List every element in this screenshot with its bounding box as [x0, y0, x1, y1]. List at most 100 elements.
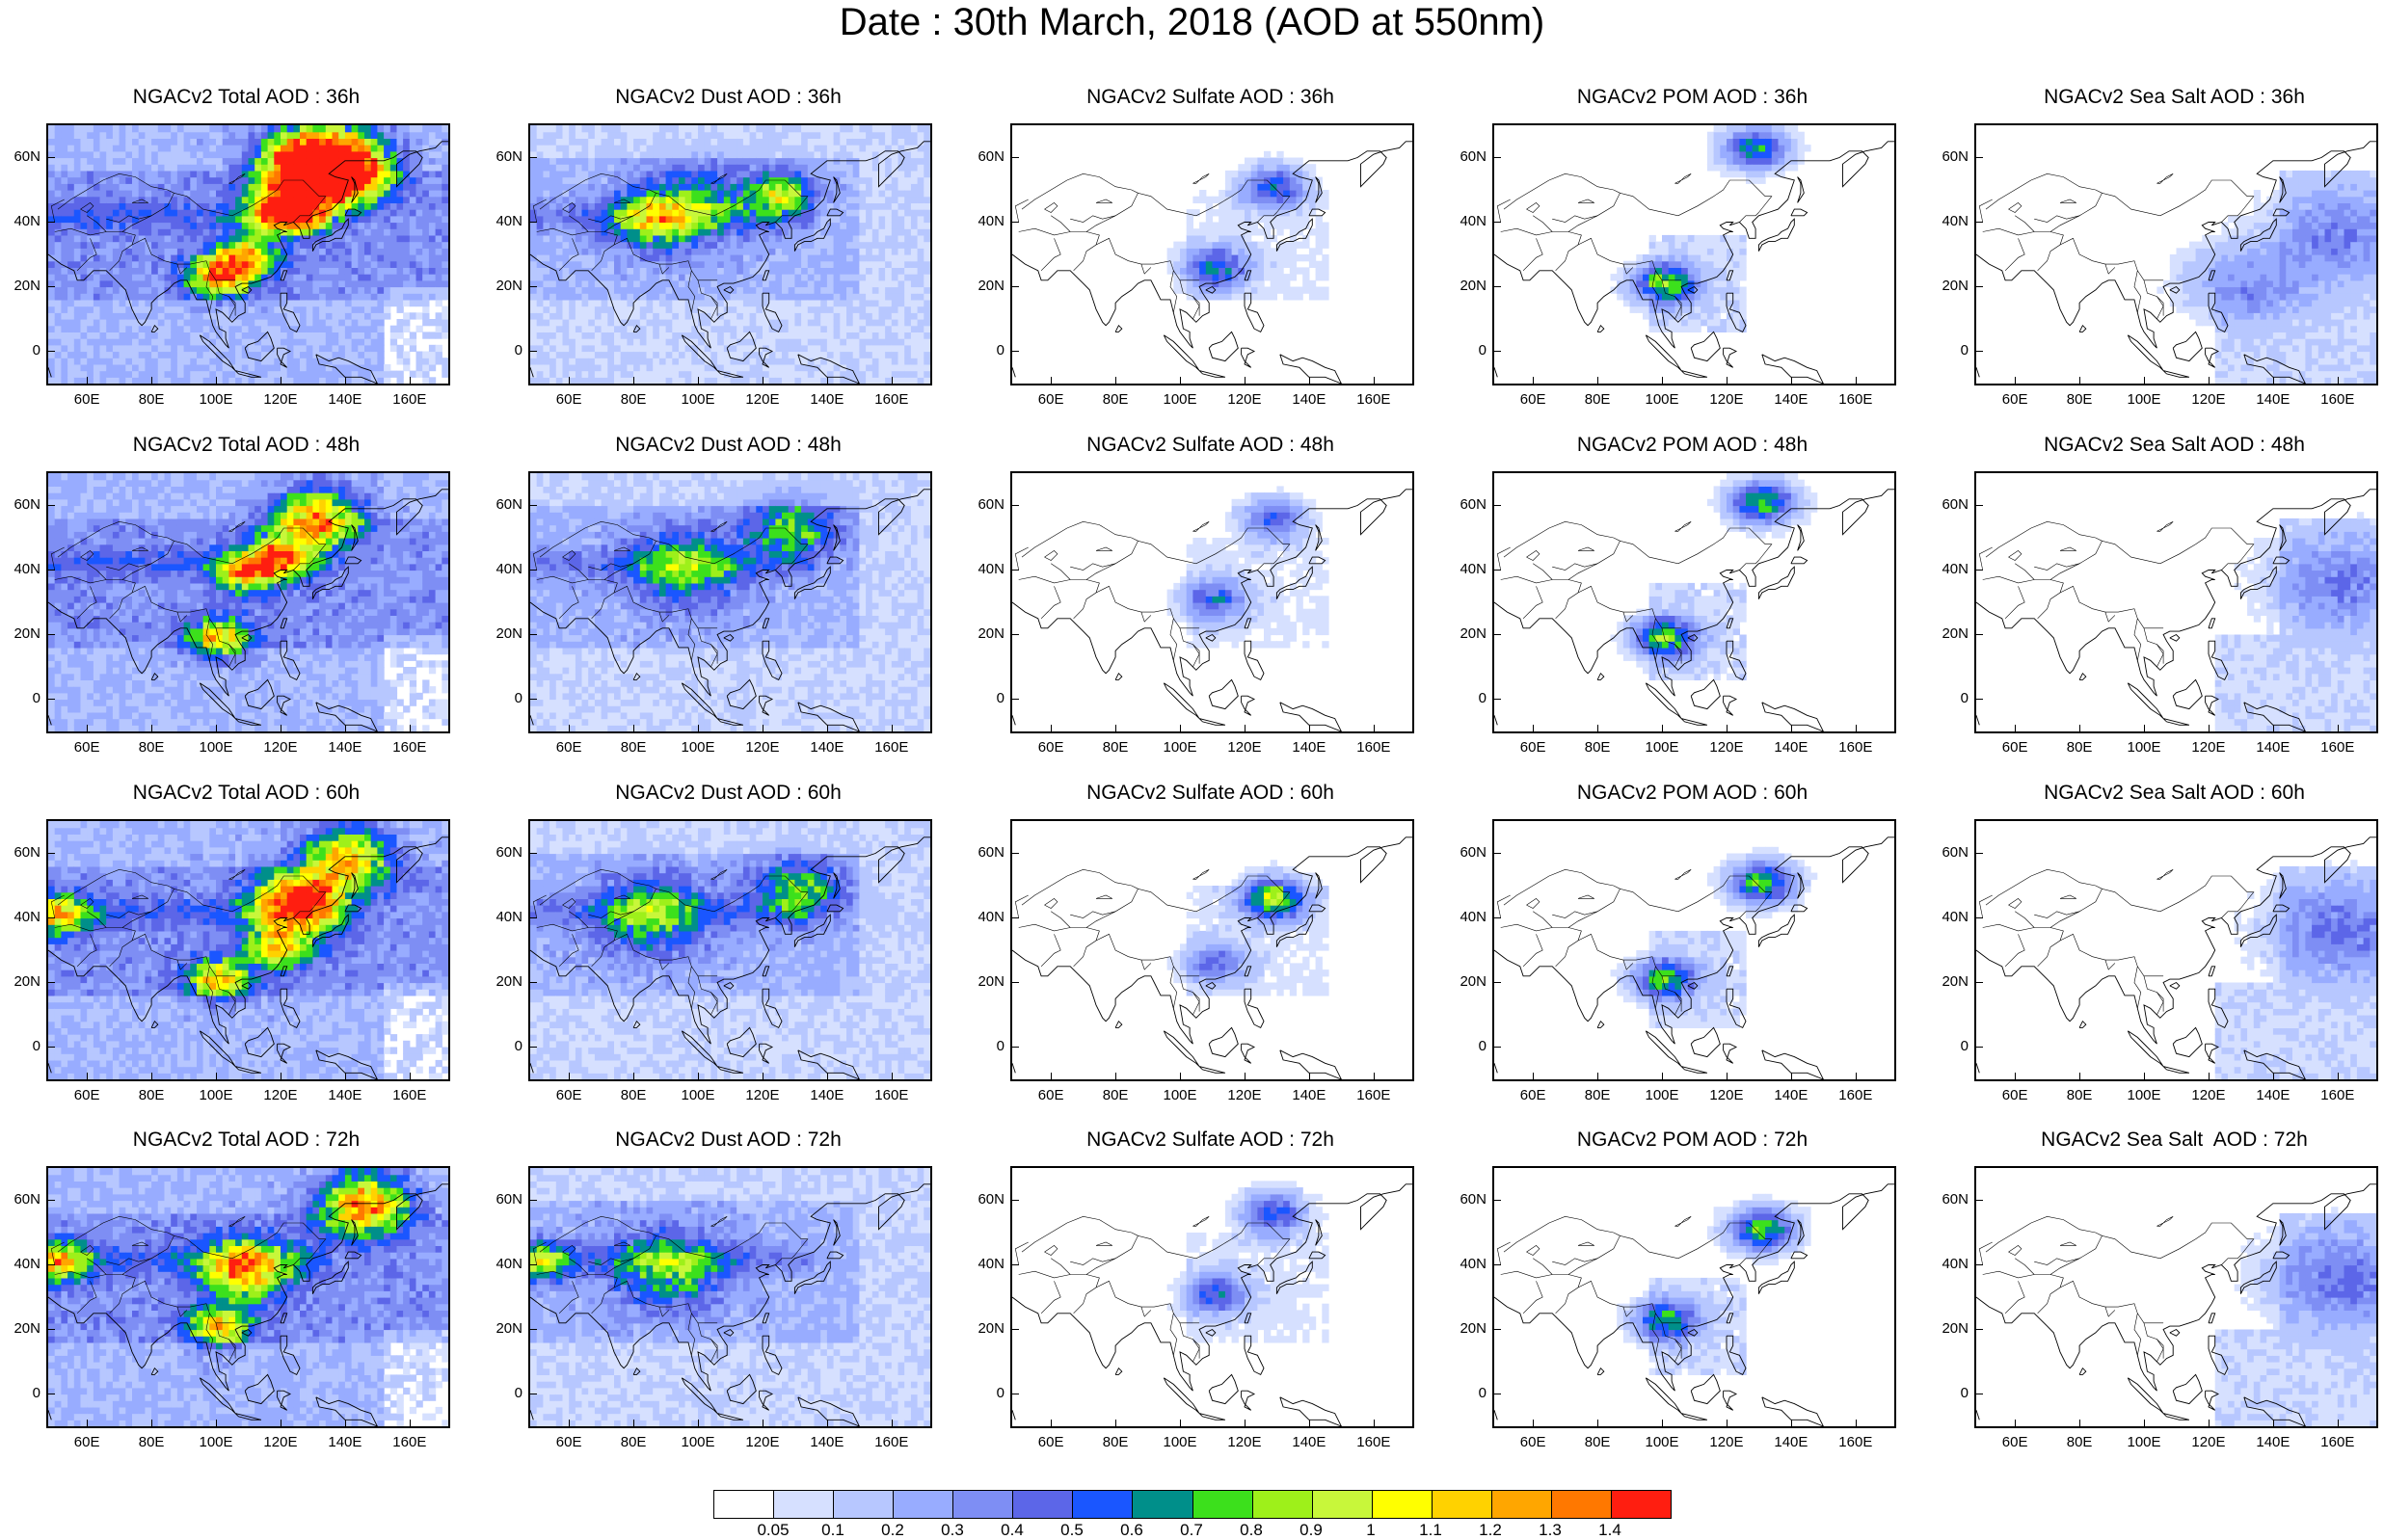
coastline	[1976, 715, 1979, 725]
lake-outline	[2009, 1245, 2022, 1255]
lat-tick-mark	[48, 1047, 55, 1048]
lon-tick-label: 80E	[1573, 739, 1621, 756]
lon-tick-mark	[1309, 1073, 1310, 1079]
panel-title: NGACv2 Sulfate AOD : 48h	[964, 433, 1457, 458]
country-border	[2005, 238, 2024, 270]
lat-tick-mark	[530, 286, 537, 287]
country-border	[1015, 1242, 1028, 1265]
country-border	[1497, 199, 1510, 223]
lat-tick-label: 20N	[1444, 1320, 1487, 1337]
country-border	[1497, 1242, 1510, 1265]
lake-outline	[2009, 898, 2022, 908]
lon-tick-mark	[2079, 1420, 2080, 1426]
lat-tick-mark	[530, 1200, 537, 1201]
lat-tick-label: 60N	[480, 844, 522, 861]
country-border	[2005, 1281, 2024, 1314]
lat-tick-label: 40N	[1926, 1256, 1969, 1272]
lat-tick-mark	[48, 982, 55, 983]
lat-tick-label: 60N	[962, 844, 1004, 861]
coastline	[1115, 674, 1122, 680]
lon-tick-label: 160E	[2314, 1087, 2362, 1103]
lat-tick-label: 60N	[962, 1191, 1004, 1208]
lat-tick-label: 40N	[1444, 909, 1487, 925]
lon-tick-mark	[1245, 725, 1246, 731]
lon-tick-mark	[892, 1420, 893, 1426]
lon-tick-label: 120E	[738, 391, 787, 408]
lat-tick-label: 40N	[0, 561, 40, 577]
lat-tick-label: 20N	[962, 278, 1004, 294]
lat-tick-label: 0	[480, 1385, 522, 1401]
lat-tick-mark	[48, 1200, 55, 1201]
country-border	[1979, 547, 1992, 571]
country-border	[2015, 216, 2034, 232]
lon-tick-mark	[1245, 377, 1246, 384]
lon-tick-label: 120E	[256, 1087, 305, 1103]
lon-tick-label: 140E	[2249, 1434, 2297, 1450]
lon-tick-label: 100E	[674, 739, 722, 756]
lat-tick-label: 60N	[0, 844, 40, 861]
lon-tick-mark	[1791, 1073, 1792, 1079]
colorbar-level-label: 0.05	[749, 1521, 797, 1540]
lon-tick-label: 160E	[386, 391, 434, 408]
coastline	[1976, 367, 1979, 377]
map-frame	[1974, 819, 2378, 1081]
lon-tick-label: 80E	[127, 391, 175, 408]
country-border	[1523, 1281, 1542, 1314]
colorbar	[713, 1490, 1672, 1519]
country-border	[1983, 576, 2064, 619]
lon-tick-mark	[827, 1420, 828, 1426]
country-border	[2221, 1256, 2240, 1265]
lat-tick-mark	[1976, 157, 1983, 158]
coastline	[2079, 326, 2086, 332]
lat-tick-label: 60N	[1444, 844, 1487, 861]
lon-tick-mark	[633, 725, 634, 731]
lon-tick-mark	[2144, 725, 2145, 731]
lon-tick-mark	[87, 1420, 88, 1426]
country-border	[1041, 586, 1060, 619]
lon-tick-mark	[827, 377, 828, 384]
aod-field	[1976, 1168, 2376, 1426]
lon-tick-label: 160E	[1350, 391, 1398, 408]
map-frame	[1974, 471, 2378, 733]
country-border	[1022, 1216, 1138, 1252]
lat-tick-label: 60N	[480, 1191, 522, 1208]
map-frame	[1010, 1166, 1414, 1428]
lon-tick-label: 140E	[1767, 1087, 1815, 1103]
lon-tick-label: 160E	[868, 1087, 916, 1103]
lat-tick-mark	[530, 699, 537, 700]
coastline	[1199, 1414, 1225, 1421]
colorbar-level-label: 0.3	[928, 1521, 977, 1540]
lon-tick-label: 140E	[1285, 391, 1333, 408]
lat-tick-label: 0	[1926, 342, 1969, 358]
lon-tick-mark	[151, 377, 152, 384]
lon-tick-label: 140E	[2249, 391, 2297, 408]
lon-tick-mark	[1856, 1420, 1857, 1426]
country-border	[2134, 967, 2141, 1009]
coastline	[1798, 177, 1805, 203]
lon-tick-mark	[1533, 725, 1534, 731]
coastline	[2170, 983, 2180, 990]
colorbar-swatch	[1253, 1491, 1313, 1518]
lon-tick-mark	[1533, 1420, 1534, 1426]
colorbar-swatch	[1373, 1491, 1433, 1518]
lon-tick-mark	[345, 1420, 346, 1426]
aod-field	[48, 473, 448, 731]
lon-tick-label: 80E	[1573, 1087, 1621, 1103]
lon-tick-label: 100E	[674, 1434, 722, 1450]
colorbar-swatch	[1013, 1491, 1073, 1518]
colorbar-level-label: 0.6	[1108, 1521, 1156, 1540]
lake-outline	[1192, 869, 1209, 879]
colorbar-swatch	[894, 1491, 953, 1518]
lon-tick-label: 60E	[1509, 739, 1557, 756]
map-frame	[528, 471, 932, 733]
coastline	[2209, 619, 2215, 628]
map-frame	[1010, 819, 1414, 1081]
lon-tick-mark	[1727, 725, 1728, 731]
coastline	[1791, 1252, 1808, 1259]
coastline	[1164, 683, 1199, 719]
lon-tick-label: 140E	[321, 1087, 369, 1103]
panel-title: NGACv2 Total AOD : 36h	[0, 85, 493, 110]
country-border	[1504, 1216, 1621, 1252]
